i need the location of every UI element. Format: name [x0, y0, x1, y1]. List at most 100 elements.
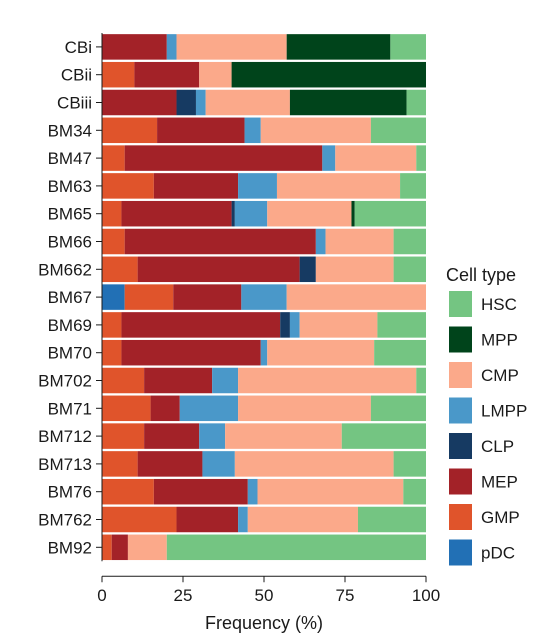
x-tick-label: 0: [97, 586, 106, 605]
bar-segment-cbi-mep: [102, 34, 167, 60]
bar-segment-bm67-mep: [173, 284, 242, 310]
legend-label-gmp: GMP: [481, 508, 520, 527]
bar-segment-bm71-lmpp: [179, 395, 239, 422]
y-tick-label: BM702: [38, 372, 92, 391]
bars-group: [102, 34, 427, 561]
bar-segment-bm65-mep: [121, 200, 232, 227]
bar-segment-bm713-lmpp: [202, 451, 235, 477]
legend-swatch-gmp: [449, 504, 472, 530]
bar-segment-bm762-gmp: [102, 506, 177, 533]
bar-segment-bm76-mep: [153, 478, 248, 505]
bar-segment-cbi-hsc: [390, 34, 426, 60]
bar-segment-bm702-gmp: [102, 367, 145, 394]
bar-segment-cbii-gmp: [102, 61, 135, 88]
bar-segment-bm67-gmp: [124, 284, 174, 310]
bar-segment-bm662-clp: [299, 256, 316, 283]
bar-segment-bm69-gmp: [102, 312, 122, 338]
y-tick-label: BM713: [38, 455, 92, 474]
bar-segment-cbii-cmp: [199, 61, 232, 88]
bar-segment-bm76-hsc: [403, 478, 426, 505]
legend-label-cmp: CMP: [481, 366, 519, 385]
bar-segment-bm65-mpp: [351, 200, 355, 227]
bar-segment-bm712-mep: [144, 423, 200, 449]
bar-segment-bm662-gmp: [102, 256, 138, 283]
bar-segment-bm70-lmpp: [260, 339, 268, 366]
bar-segment-bm63-gmp: [102, 173, 154, 199]
y-tick-label: BM69: [48, 316, 92, 335]
bar-segment-bm63-mep: [153, 173, 239, 199]
y-tick-label: BM63: [48, 177, 92, 196]
bar-segment-bm47-mep: [124, 145, 323, 171]
y-tick-label: BM70: [48, 344, 92, 363]
y-tick-label: BM762: [38, 511, 92, 530]
bar-segment-cbiii-cmp: [205, 89, 290, 116]
bar-segment-bm76-lmpp: [247, 478, 258, 505]
bar-segment-bm66-cmp: [325, 228, 394, 255]
bar-segment-cbiii-hsc: [406, 89, 426, 116]
bar-segment-bm66-mep: [124, 228, 316, 255]
bar-segment-bm47-gmp: [102, 145, 125, 171]
bar-segment-bm65-gmp: [102, 200, 122, 227]
legend-label-hsc: HSC: [481, 295, 517, 314]
bar-segment-bm34-cmp: [260, 117, 371, 144]
bar-segment-bm92-cmp: [127, 534, 167, 561]
bar-segment-bm702-mep: [144, 367, 213, 394]
bar-segment-bm662-hsc: [393, 256, 426, 283]
bar-segment-bm70-mep: [121, 339, 261, 366]
bar-segment-bm92-gmp: [102, 534, 112, 561]
bar-segment-bm712-lmpp: [199, 423, 226, 449]
bar-segment-bm762-mep: [176, 506, 239, 533]
y-tick-label: BM34: [48, 121, 92, 140]
bar-segment-bm662-mep: [137, 256, 300, 283]
bar-segment-bm76-cmp: [257, 478, 404, 505]
bar-segment-cbi-mpp: [286, 34, 391, 60]
bar-segment-bm66-hsc: [393, 228, 426, 255]
y-tick-label: CBi: [65, 38, 92, 57]
legend-swatch-mep: [449, 468, 472, 495]
legend-label-mep: MEP: [481, 473, 518, 492]
bar-segment-bm762-lmpp: [238, 506, 248, 533]
bar-segment-bm713-mep: [137, 451, 203, 477]
bar-segment-cbii-mpp: [231, 61, 426, 88]
bar-segment-bm70-gmp: [102, 339, 122, 366]
legend-label-mpp: MPP: [481, 331, 518, 350]
x-tick-label: 100: [412, 586, 440, 605]
bar-segment-bm69-clp: [280, 312, 290, 338]
bar-segment-bm71-cmp: [238, 395, 371, 422]
bar-segment-bm713-gmp: [102, 451, 138, 477]
y-tick-label: CBii: [61, 66, 92, 85]
x-axis: 0 25 50 75 100: [97, 575, 440, 605]
bar-segment-bm67-cmp: [286, 284, 426, 310]
bar-segment-bm713-hsc: [393, 451, 426, 477]
legend-label-clp: CLP: [481, 437, 514, 456]
bar-segment-bm34-gmp: [102, 117, 158, 144]
bar-segment-bm69-lmpp: [289, 312, 300, 338]
bar-segment-bm47-cmp: [335, 145, 417, 171]
bar-segment-bm65-hsc: [354, 200, 426, 227]
y-tick-label: BM65: [48, 205, 92, 224]
bar-segment-bm712-hsc: [341, 423, 426, 449]
y-tick-label: BM712: [38, 427, 92, 446]
bar-segment-bm65-clp: [231, 200, 235, 227]
bar-segment-bm762-hsc: [357, 506, 426, 533]
bar-segment-bm47-hsc: [416, 145, 426, 171]
y-tick-label: BM71: [48, 399, 92, 418]
bar-segment-cbiii-mpp: [289, 89, 407, 116]
bar-segment-bm702-lmpp: [212, 367, 239, 394]
legend-swatch-pdc: [449, 539, 472, 566]
bar-segment-bm63-cmp: [276, 173, 401, 199]
bar-segment-cbi-cmp: [176, 34, 287, 60]
x-tick-label: 25: [174, 586, 193, 605]
legend-swatch-hsc: [449, 291, 472, 317]
bar-segment-bm71-mep: [150, 395, 180, 422]
bar-segment-bm67-lmpp: [241, 284, 287, 310]
y-tick-label: BM662: [38, 260, 92, 279]
bar-segment-bm69-mep: [121, 312, 281, 338]
legend: Cell type HSC MPP CMP LMPP CLP MEP GMP pDC: [446, 265, 527, 566]
y-tick-label: CBiii: [57, 94, 92, 113]
bar-segment-bm70-hsc: [374, 339, 426, 366]
y-tick-label: BM47: [48, 149, 92, 168]
bar-segment-bm713-cmp: [234, 451, 394, 477]
bar-segment-bm63-lmpp: [238, 173, 277, 199]
bar-segment-bm67-pdc: [102, 284, 125, 310]
